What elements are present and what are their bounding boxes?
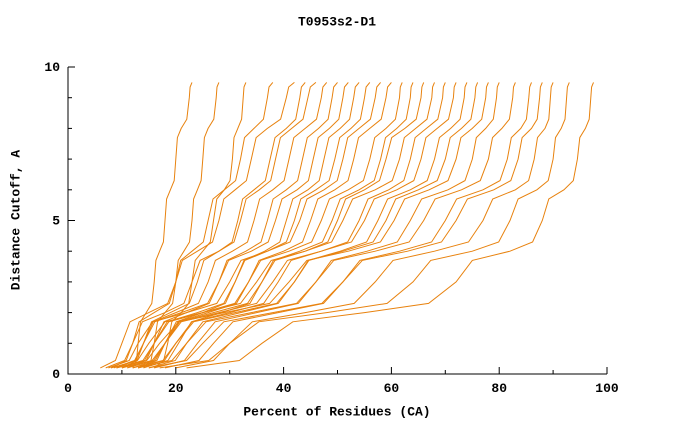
model-curve: [127, 82, 338, 369]
x-tick-label: 0: [64, 381, 72, 396]
model-curve: [137, 82, 446, 369]
model-curve: [148, 82, 468, 369]
model-curve: [132, 82, 479, 369]
model-curve: [110, 82, 435, 369]
model-curve: [148, 82, 543, 369]
model-curve: [175, 82, 554, 369]
model-curve: [108, 82, 381, 369]
y-tick-label: 5: [52, 214, 60, 229]
model-curve: [153, 82, 247, 369]
model-curve: [105, 82, 317, 369]
x-tick-label: 60: [384, 381, 400, 396]
model-curve: [110, 82, 274, 369]
model-curve: [116, 82, 403, 369]
chart-title: T0953s2-D1: [297, 14, 377, 30]
model-curve: [159, 82, 570, 369]
x-tick-label: 20: [168, 381, 184, 396]
model-curve: [132, 82, 193, 369]
model-curve: [164, 82, 532, 369]
y-axis-title: Distance Cutoff, A: [8, 149, 24, 291]
model-curve: [143, 82, 220, 369]
model-curve: [100, 82, 295, 369]
model-curve: [154, 82, 500, 369]
y-tick-label: 10: [44, 60, 60, 75]
model-curve: [137, 82, 360, 369]
x-tick-label: 80: [491, 381, 507, 396]
x-tick-label: 100: [595, 381, 619, 396]
model-curve: [143, 82, 414, 369]
model-curve: [116, 82, 489, 369]
model-curve: [127, 82, 425, 369]
model-curve: [132, 82, 392, 369]
model-curve: [121, 82, 306, 369]
x-tick-label: 40: [276, 381, 292, 396]
model-curve: [186, 82, 594, 369]
y-tick-label: 0: [52, 367, 60, 382]
model-curve: [113, 82, 349, 369]
model-curve: [137, 82, 516, 369]
x-axis-title: Percent of Residues (CA): [243, 404, 431, 420]
model-curve: [116, 82, 328, 369]
